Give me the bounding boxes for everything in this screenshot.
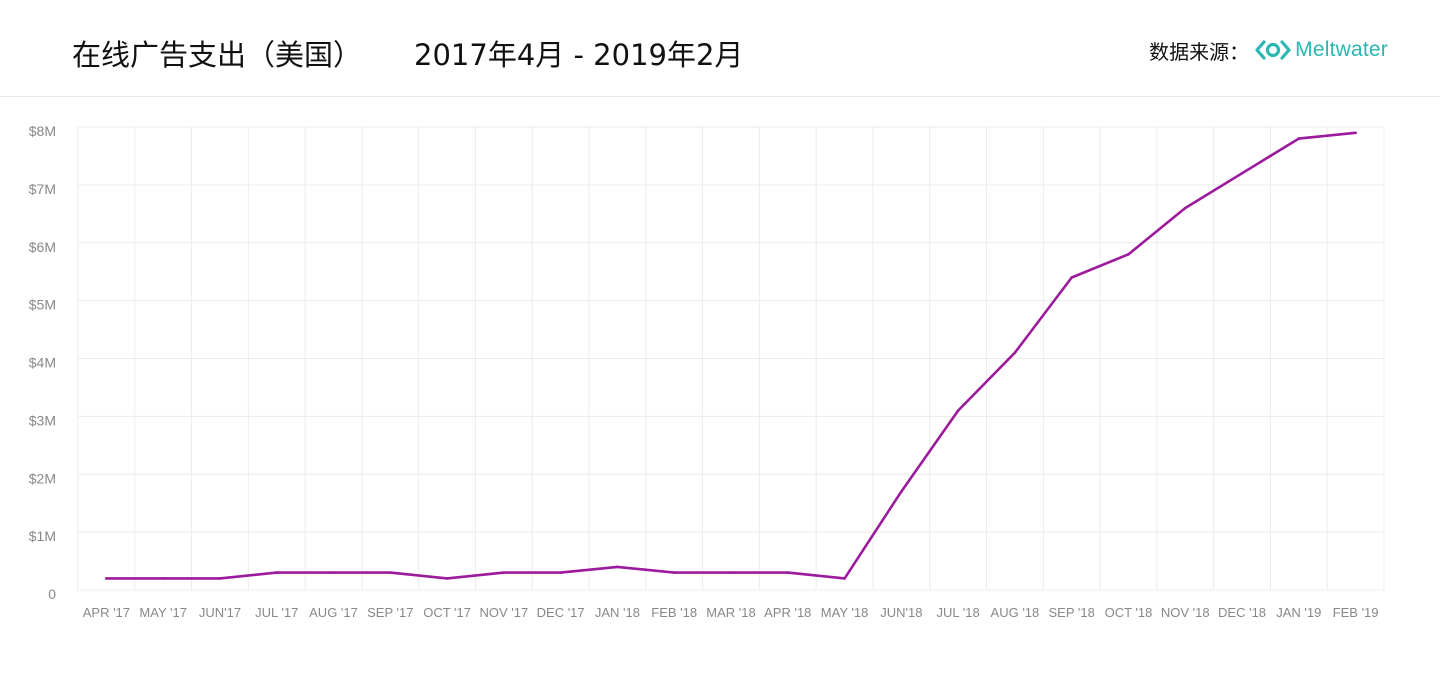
data-point — [1354, 131, 1357, 135]
x-tick-label: SEP '18 — [1049, 605, 1095, 620]
data-point — [786, 571, 790, 574]
x-tick-label: FEB '19 — [1333, 605, 1379, 620]
x-tick-label: JUL '18 — [937, 605, 980, 620]
x-tick-label: OCT '18 — [1105, 605, 1153, 620]
x-tick-label: DEC '18 — [1218, 605, 1266, 620]
data-point — [332, 571, 335, 574]
y-tick-label: $1M — [29, 528, 56, 544]
x-tick-label: JAN '18 — [595, 605, 640, 620]
data-point — [900, 490, 903, 493]
data-point — [956, 409, 960, 412]
meltwater-logo-icon — [1255, 40, 1291, 60]
data-point — [502, 571, 506, 574]
x-tick-label: NOV '18 — [1161, 605, 1210, 620]
x-tick-label: APR '17 — [83, 605, 130, 620]
x-axis-ticks: APR '17 MAY '17 JUN'17 JUL '17 AUG '17 SEP '1… — [83, 605, 1379, 620]
x-tick-label: MAY '18 — [821, 605, 869, 620]
x-tick-label: MAR '18 — [706, 605, 755, 620]
data-source: 数据来源： Meltwater — [1149, 36, 1388, 64]
y-tick-label: $3M — [29, 412, 56, 428]
y-tick-label: $6M — [29, 239, 56, 255]
x-tick-label: FEB '18 — [651, 605, 697, 620]
y-tick-label: $5M — [29, 297, 56, 313]
x-tick-label: AUG '18 — [991, 605, 1040, 620]
y-tick-label: $4M — [29, 355, 56, 371]
data-point — [105, 577, 108, 580]
data-point — [1127, 253, 1130, 256]
x-tick-label: SEP '17 — [367, 605, 413, 620]
x-tick-label: JUN'17 — [199, 605, 241, 620]
brand-name: Meltwater — [1295, 38, 1388, 61]
data-point — [1240, 172, 1244, 175]
data-point — [1183, 206, 1187, 210]
x-tick-label: AUG '17 — [309, 605, 358, 620]
data-point — [559, 571, 562, 574]
chart-title: 在线广告支出（美国） 2017年4月 - 2019年2月 — [72, 32, 743, 74]
x-tick-label: OCT '17 — [423, 605, 471, 620]
series-group — [105, 131, 1357, 580]
title-period: 2017年4月 - 2019年2月 — [414, 38, 744, 72]
data-point — [1297, 137, 1301, 140]
data-point — [445, 577, 449, 580]
data-point — [218, 577, 222, 580]
x-tick-label: JUN'18 — [880, 605, 922, 620]
x-tick-label: MAY '17 — [139, 605, 187, 620]
data-point — [1013, 351, 1017, 355]
data-point — [1070, 276, 1073, 279]
x-tick-label: NOV '17 — [480, 605, 529, 620]
title-text: 在线广告支出（美国） — [72, 38, 363, 72]
data-point — [672, 571, 676, 574]
y-tick-label: $2M — [29, 470, 56, 486]
data-point — [843, 577, 846, 580]
data-point — [161, 577, 165, 580]
x-tick-label: JUL '17 — [255, 605, 298, 620]
data-point — [729, 571, 733, 574]
y-tick-label: 0 — [48, 586, 56, 602]
horizontal-gridlines — [78, 126, 1384, 591]
series-line — [105, 131, 1357, 580]
chart-header: 在线广告支出（美国） 2017年4月 - 2019年2月 数据来源： Meltwa… — [0, 0, 1440, 97]
data-point — [616, 565, 619, 569]
source-label: 数据来源： — [1149, 39, 1250, 64]
data-point — [275, 571, 279, 574]
x-tick-label: DEC '17 — [537, 605, 585, 620]
y-axis-ticks: 0 $1M $2M $3M $4M $5M $6M $7M $8M — [29, 123, 56, 602]
x-tick-label: APR '18 — [764, 605, 811, 620]
y-tick-label: $8M — [29, 123, 56, 139]
x-tick-label: JAN '19 — [1276, 605, 1321, 620]
data-point — [389, 571, 392, 574]
y-tick-label: $7M — [29, 181, 56, 197]
